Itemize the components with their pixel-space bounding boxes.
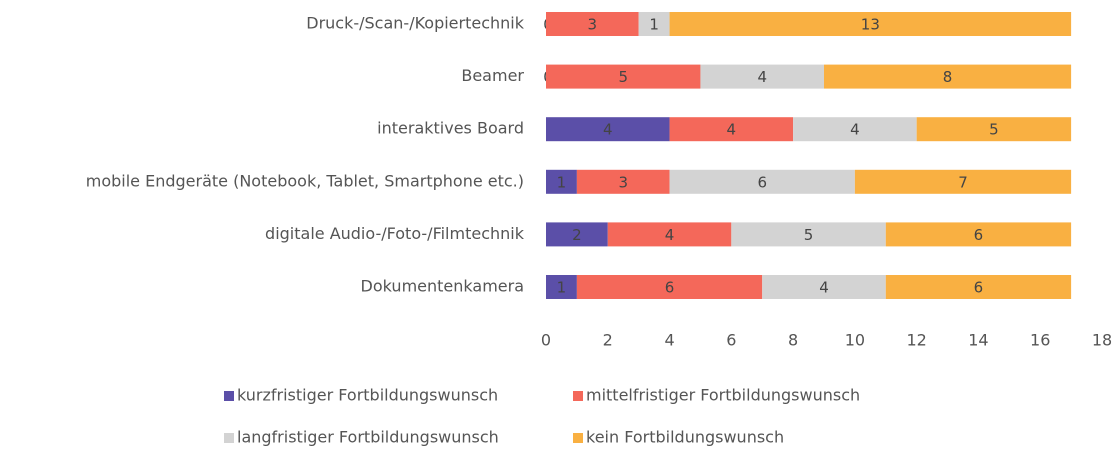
x-tick-label: 12 [906,331,926,350]
bar-segment [885,275,1072,299]
bar-segment [576,169,670,194]
bar-segment [576,275,763,299]
data-label: 7 [958,173,968,191]
bar-segment [762,275,886,299]
bar-segment [824,64,1072,89]
data-label: 3 [618,173,628,191]
data-label: 1 [557,279,567,297]
data-label: 4 [603,121,613,139]
y-tick-label: Dokumentenkamera [361,277,524,296]
y-tick-label: interaktives Board [377,119,524,138]
y-tick-label: Druck-/Scan-/Kopiertechnik [306,14,524,33]
data-label: 1 [557,173,567,191]
data-label: 4 [757,68,767,86]
x-tick-label: 14 [968,331,988,350]
bar-segment [669,169,855,194]
legend-marker [573,391,583,401]
data-label: 3 [588,16,598,34]
data-label: 4 [727,121,737,139]
bar-segment [546,12,639,36]
legend-marker [573,433,583,443]
data-label: 5 [618,68,628,86]
y-tick-label: digitale Audio-/Foto-/Filmtechnik [265,224,525,243]
bar-segment [731,222,886,247]
data-label: 6 [665,279,675,297]
bar-segment [546,222,608,247]
x-tick-label: 4 [664,331,674,350]
bar-segment [916,117,1072,142]
data-label: 2 [572,226,582,244]
legend-label: mittelfristiger Fortbildungswunsch [586,386,860,405]
y-tick-label: mobile Endgeräte (Notebook, Tablet, Smar… [86,171,524,190]
y-tick-label: Beamer [461,66,524,85]
x-tick-label: 0 [541,331,551,350]
data-label: 6 [974,279,984,297]
data-label: 4 [819,279,829,297]
bar-segment [793,117,917,142]
bar-segment [607,222,732,247]
data-label: 1 [649,16,659,34]
legend-marker [224,391,234,401]
data-label: 8 [943,68,953,86]
data-label: 5 [804,226,814,244]
bar-segment [885,222,1072,247]
legend-label: langfristiger Fortbildungswunsch [237,428,499,447]
x-tick-label: 10 [845,331,865,350]
legend-label: kein Fortbildungswunsch [586,428,784,447]
bar-segment [700,64,824,89]
x-tick-label: 18 [1092,331,1112,350]
bar-segment [546,117,670,142]
x-tick-label: 6 [726,331,736,350]
bar-segment [669,12,1072,36]
x-tick-label: 2 [603,331,613,350]
data-label: 4 [850,121,860,139]
bar-segment [546,275,577,299]
data-label: 5 [989,121,999,139]
data-label: 6 [757,173,767,191]
legend-label: kurzfristiger Fortbildungswunsch [237,386,498,405]
bar-segment [546,64,701,89]
bar-segment [638,12,670,36]
x-tick-label: 16 [1030,331,1050,350]
data-label: 6 [974,226,984,244]
bar-segment [546,169,577,194]
data-label: 4 [665,226,675,244]
legend-marker [224,433,234,443]
bar-segment [854,169,1072,194]
x-tick-label: 8 [788,331,798,350]
data-label: 13 [861,16,880,34]
bar-segment [669,117,794,142]
